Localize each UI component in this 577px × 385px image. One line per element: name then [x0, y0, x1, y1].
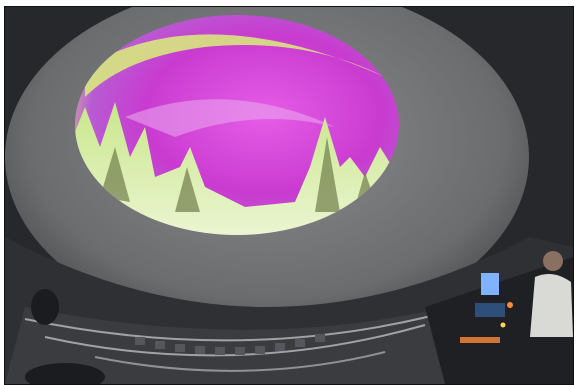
planetarium-scene — [5, 7, 573, 384]
operator-console — [425, 251, 573, 384]
operator-head — [543, 251, 563, 271]
laptop-screen — [475, 303, 505, 317]
operator-body — [530, 273, 573, 337]
planetarium-photo — [4, 6, 574, 385]
monitor-screen — [481, 273, 499, 295]
aurora-projection — [75, 15, 399, 235]
audience-seating — [5, 297, 525, 384]
